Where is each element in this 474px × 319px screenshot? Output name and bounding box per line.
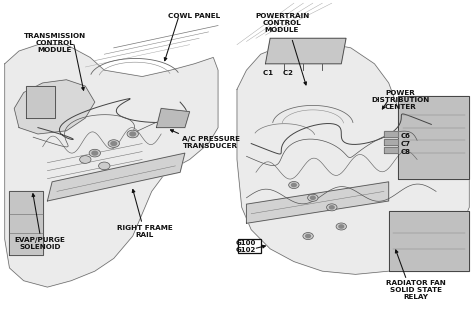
Text: POWER
DISTRIBUTION
CENTER: POWER DISTRIBUTION CENTER xyxy=(372,90,429,110)
Circle shape xyxy=(111,142,117,145)
Text: C6: C6 xyxy=(401,133,410,139)
Polygon shape xyxy=(398,96,469,179)
Text: TRANSMISSION
CONTROL
MODULE: TRANSMISSION CONTROL MODULE xyxy=(23,33,86,54)
Circle shape xyxy=(289,182,299,189)
Polygon shape xyxy=(246,182,389,223)
Circle shape xyxy=(329,206,334,209)
Circle shape xyxy=(306,234,310,238)
Polygon shape xyxy=(389,211,469,271)
Polygon shape xyxy=(26,86,55,118)
Polygon shape xyxy=(9,191,43,255)
Circle shape xyxy=(89,149,100,157)
Text: C8: C8 xyxy=(401,149,410,155)
Polygon shape xyxy=(47,153,185,201)
Polygon shape xyxy=(384,131,398,137)
Text: C7: C7 xyxy=(401,141,410,147)
Circle shape xyxy=(303,233,313,240)
Text: COWL PANEL: COWL PANEL xyxy=(168,13,220,19)
Circle shape xyxy=(80,156,91,163)
Text: G100
G102: G100 G102 xyxy=(236,240,255,253)
Circle shape xyxy=(292,183,296,187)
Polygon shape xyxy=(156,108,190,128)
Text: RIGHT FRAME
RAIL: RIGHT FRAME RAIL xyxy=(117,225,173,238)
Circle shape xyxy=(130,132,136,136)
Circle shape xyxy=(339,225,344,228)
Text: EVAP/PURGE
SOLENOID: EVAP/PURGE SOLENOID xyxy=(15,237,66,250)
Text: C1    C2: C1 C2 xyxy=(263,70,293,76)
Polygon shape xyxy=(384,139,398,145)
Text: RADIATOR FAN
SOLID STATE
RELAY: RADIATOR FAN SOLID STATE RELAY xyxy=(386,280,446,300)
Polygon shape xyxy=(237,41,469,274)
Polygon shape xyxy=(265,38,346,64)
Circle shape xyxy=(336,223,346,230)
Circle shape xyxy=(99,162,110,170)
Circle shape xyxy=(310,196,315,199)
Polygon shape xyxy=(5,45,218,287)
Circle shape xyxy=(108,140,119,147)
Circle shape xyxy=(92,151,98,155)
Circle shape xyxy=(308,194,318,201)
Bar xyxy=(238,239,261,253)
Text: POWERTRAIN
CONTROL
MODULE: POWERTRAIN CONTROL MODULE xyxy=(255,13,309,33)
Circle shape xyxy=(327,204,337,211)
Polygon shape xyxy=(384,147,398,153)
Polygon shape xyxy=(14,80,95,134)
Circle shape xyxy=(127,130,138,138)
Text: A/C PRESSURE
TRANSDUCER: A/C PRESSURE TRANSDUCER xyxy=(182,136,240,149)
